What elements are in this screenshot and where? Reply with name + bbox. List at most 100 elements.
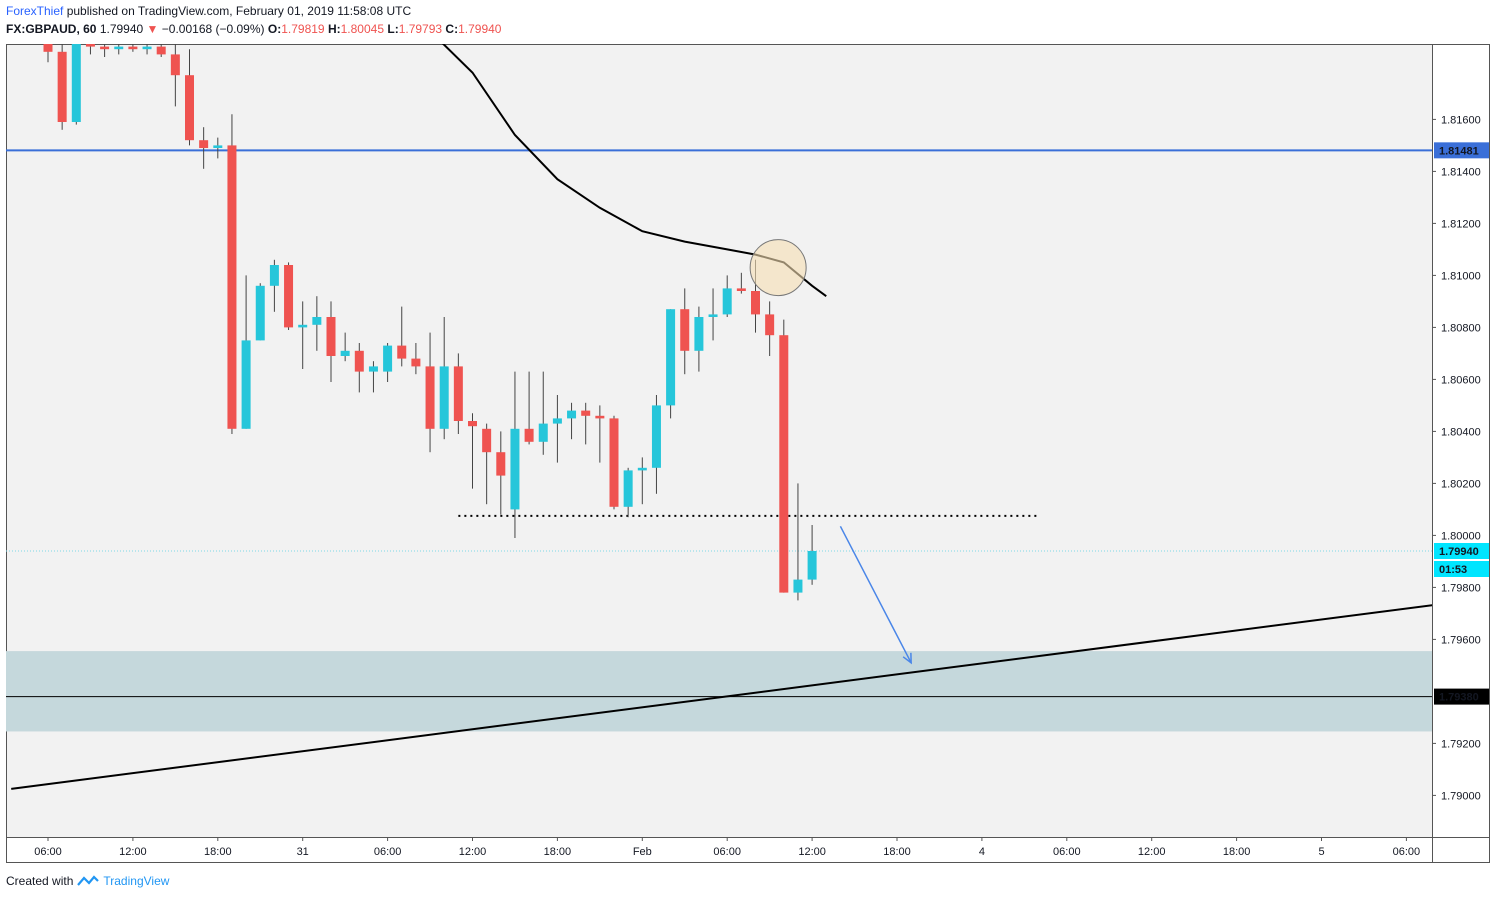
close-label: C: xyxy=(445,22,459,36)
resistance-badge-bg xyxy=(1434,142,1489,159)
last-price: 1.79940 xyxy=(99,22,144,36)
candle xyxy=(284,262,294,330)
candle-body xyxy=(609,418,619,507)
support-badge: 1.79380 xyxy=(1439,692,1479,704)
down-arrow-head xyxy=(902,652,912,665)
candle-body xyxy=(326,317,336,356)
candle-body xyxy=(284,265,294,328)
candle xyxy=(524,371,534,445)
close-value: 1.79940 xyxy=(458,22,502,36)
current-price-badge-bg xyxy=(1434,543,1489,559)
candle-body xyxy=(100,46,110,50)
candle-body xyxy=(722,288,732,315)
candle-body xyxy=(765,314,775,336)
candle-body xyxy=(793,579,803,593)
tradingview-brand[interactable]: TradingView xyxy=(103,874,170,888)
change-value: −0.00168 (−0.09%) xyxy=(161,22,265,36)
y-tick-label: 1.79800 xyxy=(1441,582,1481,594)
candle xyxy=(411,343,421,375)
ohlc-legend: FX:GBPAUD, 60 1.79940 ▼ −0.00168 (−0.09%… xyxy=(6,22,501,36)
candle-body xyxy=(807,551,817,580)
candle xyxy=(736,272,746,294)
plot-area xyxy=(6,44,1432,790)
y-tick-label: 1.79000 xyxy=(1441,790,1481,802)
down-triangle-icon: ▼ xyxy=(146,22,159,36)
candle xyxy=(439,317,449,440)
candle xyxy=(510,371,520,538)
price-chart[interactable]: 1.81600 1.81400 1.81200 1.81000 1.80800 1.806… xyxy=(0,0,1496,870)
candle-body xyxy=(524,428,534,442)
footer: Created with TradingView xyxy=(6,874,169,888)
low-label: L: xyxy=(387,22,399,36)
candle-body xyxy=(156,46,166,55)
x-tick-label: 18:00 xyxy=(544,846,572,858)
candle-body xyxy=(255,285,265,341)
candle-body xyxy=(595,415,605,419)
candle xyxy=(425,332,435,453)
candle-body xyxy=(71,44,81,122)
y-tick-label: 1.81200 xyxy=(1441,218,1481,230)
countdown-badge-bg xyxy=(1434,561,1489,577)
candle-body xyxy=(538,423,548,442)
candle xyxy=(793,483,803,601)
candle xyxy=(269,259,279,312)
candle xyxy=(651,395,661,494)
candle-body xyxy=(680,309,690,351)
x-tick-label: Feb xyxy=(633,846,652,858)
y-tick-label: 1.80800 xyxy=(1441,322,1481,334)
candle xyxy=(213,137,223,159)
candle-body xyxy=(708,314,718,317)
candle xyxy=(354,343,364,393)
candle-body xyxy=(114,46,124,50)
candle xyxy=(637,457,647,505)
candle xyxy=(453,353,463,434)
candle xyxy=(482,423,492,505)
candle-body xyxy=(227,145,237,429)
author-link[interactable]: ForexThief xyxy=(6,4,64,18)
candle xyxy=(71,44,81,125)
published-text: published on TradingView.com, February 0… xyxy=(63,4,412,18)
candle-body xyxy=(199,140,209,148)
candle-body xyxy=(57,51,67,122)
candle xyxy=(666,309,676,419)
candle xyxy=(397,306,407,367)
candle xyxy=(496,431,506,515)
candle xyxy=(199,127,209,169)
candle xyxy=(57,44,67,130)
candle-body xyxy=(694,317,704,351)
candle xyxy=(114,44,124,55)
trendline xyxy=(11,604,1432,790)
x-tick-label: 12:00 xyxy=(119,846,147,858)
candle-body xyxy=(340,350,350,356)
candle xyxy=(609,415,619,510)
x-tick-label: 18:00 xyxy=(883,846,911,858)
candle xyxy=(694,306,704,372)
candle xyxy=(552,395,562,463)
candle-body xyxy=(567,410,577,419)
plot-layer xyxy=(6,44,1432,790)
support-badge-bg xyxy=(1434,688,1489,705)
highlight-circle xyxy=(749,239,807,297)
candle xyxy=(142,44,152,55)
x-tick-label: 06:00 xyxy=(374,846,402,858)
candle-body xyxy=(170,54,180,76)
candle xyxy=(722,275,732,317)
price-axis[interactable]: 1.81600 1.81400 1.81200 1.81000 1.80800 1.806… xyxy=(1432,114,1489,802)
y-tick-label: 1.81400 xyxy=(1441,166,1481,178)
high-value: 1.80045 xyxy=(340,22,385,36)
y-tick-label: 1.81600 xyxy=(1441,114,1481,126)
candle xyxy=(43,44,53,63)
time-axis[interactable]: 06:00 12:00 18:00 31 06:00 12:00 18:00 Feb 06:00… xyxy=(34,837,1420,858)
open-label: O: xyxy=(267,22,282,36)
candle-body xyxy=(666,309,676,406)
candle-body xyxy=(751,291,760,315)
candle xyxy=(85,44,95,55)
candle xyxy=(538,371,548,455)
candle-body xyxy=(128,46,138,50)
candle xyxy=(156,44,166,57)
candle-body xyxy=(439,366,449,429)
x-tick-label: 18:00 xyxy=(1223,846,1251,858)
resistance-badge: 1.81481 xyxy=(1439,145,1479,157)
x-tick-label: 06:00 xyxy=(1053,846,1081,858)
candle xyxy=(128,44,138,52)
